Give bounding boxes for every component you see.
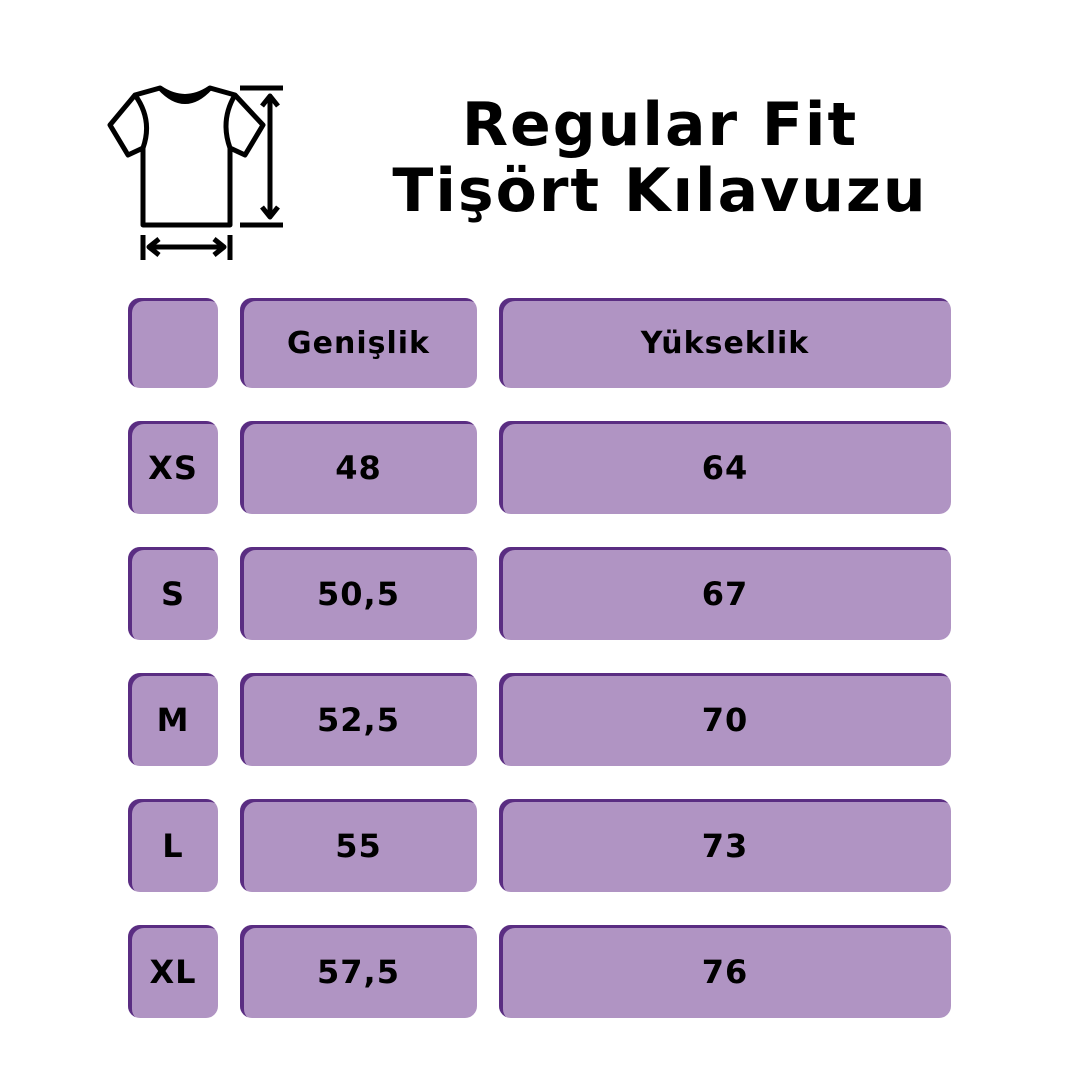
- cell-size: XS: [128, 421, 218, 514]
- cell-width: 50,5: [240, 547, 477, 640]
- cell-width: 55: [240, 799, 477, 892]
- cell-size: XL: [128, 925, 218, 1018]
- cell-height: 67: [499, 547, 951, 640]
- cell-size: S: [128, 547, 218, 640]
- header-cell-width: Genişlik: [240, 298, 477, 388]
- cell-width: 52,5: [240, 673, 477, 766]
- cell-size: L: [128, 799, 218, 892]
- cell-height: 70: [499, 673, 951, 766]
- header-cell-size: [128, 298, 218, 388]
- cell-size: M: [128, 673, 218, 766]
- tshirt-measurement-icon: [107, 85, 283, 260]
- page-title: Regular Fit Tişört Kılavuzu: [392, 90, 928, 226]
- cell-height: 64: [499, 421, 951, 514]
- header-cell-height: Yükseklik: [499, 298, 951, 388]
- cell-height: 76: [499, 925, 951, 1018]
- cell-width: 57,5: [240, 925, 477, 1018]
- cell-height: 73: [499, 799, 951, 892]
- cell-width: 48: [240, 421, 477, 514]
